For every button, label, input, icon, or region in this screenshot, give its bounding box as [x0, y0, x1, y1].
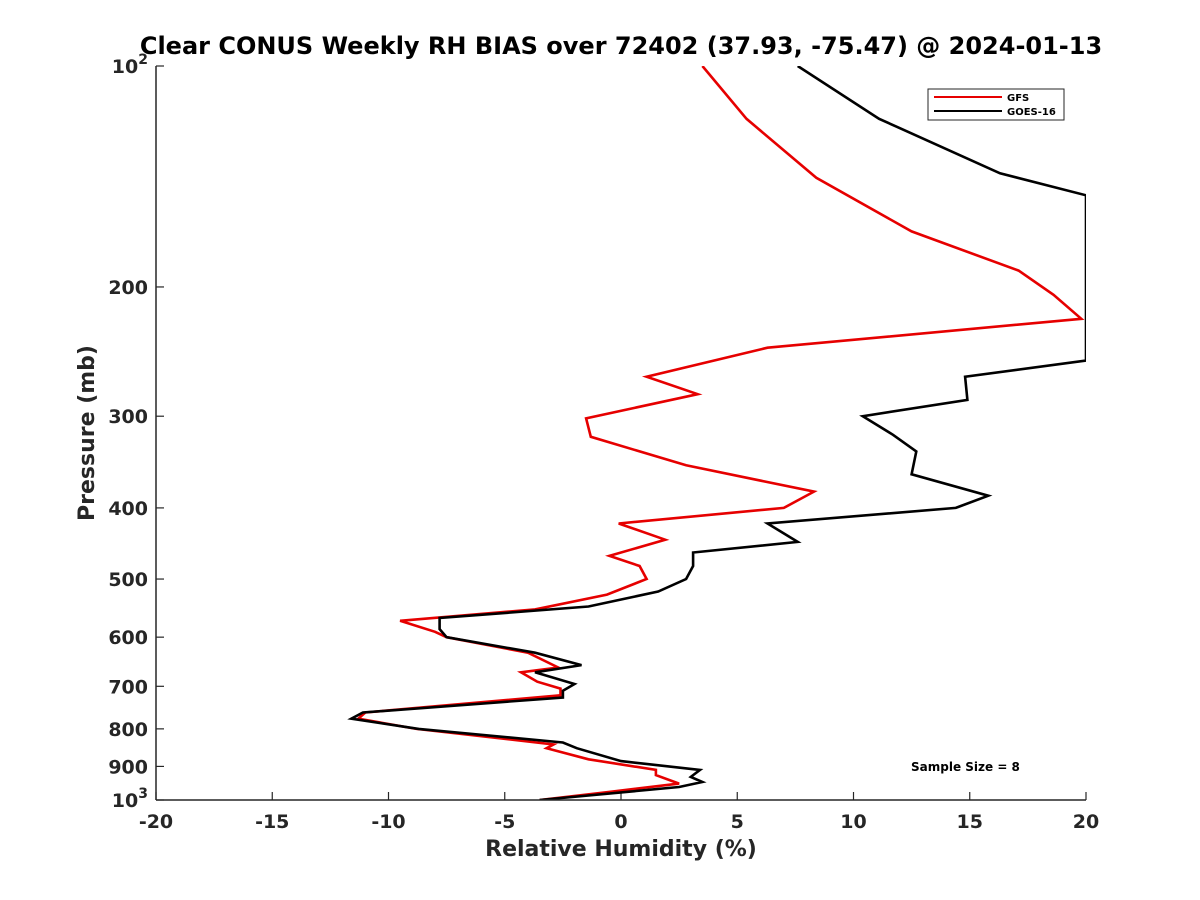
y-axis-label: Pressure (mb) [75, 345, 100, 521]
legend-label-gfs: GFS [1007, 93, 1029, 104]
sample-size-annotation: Sample Size = 8 [911, 760, 1020, 774]
y-tick-label: 600 [108, 627, 148, 649]
x-tick-label: -10 [371, 811, 405, 833]
chart-title: Clear CONUS Weekly RH BIAS over 72402 (3… [140, 32, 1102, 60]
y-tick-label: 102 [112, 52, 148, 78]
y-tick-label: 900 [108, 756, 148, 778]
y-tick-label: 300 [108, 406, 148, 428]
y-tick-label: 200 [108, 277, 148, 299]
x-tick-label: -20 [139, 811, 173, 833]
legend-box [927, 88, 1065, 121]
y-tick-label: 700 [108, 676, 148, 698]
x-tick-label: -15 [255, 811, 289, 833]
x-tick-label: -5 [494, 811, 515, 833]
y-axis-ticks: 102 200 300 400 500 600 700 800 900 103 [108, 52, 164, 812]
y-tick-label: 500 [108, 569, 148, 591]
x-tick-label: 20 [1073, 811, 1099, 833]
plot-area [155, 66, 1086, 801]
series-lines [347, 66, 1086, 800]
series-line-goes16 [347, 66, 1086, 800]
series-line-gfs [355, 66, 1085, 800]
x-tick-label: 5 [731, 811, 744, 833]
x-tick-label: 15 [957, 811, 983, 833]
y-tick-label: 400 [108, 498, 148, 520]
x-axis-label: Relative Humidity (%) [485, 837, 757, 862]
x-axis-ticks: -20 -15 -10 -5 0 5 10 15 20 [139, 792, 1099, 833]
x-tick-label: 0 [614, 811, 627, 833]
y-tick-label: 103 [112, 786, 148, 812]
legend-label-goes16: GOES-16 [1007, 107, 1056, 118]
x-tick-label: 10 [840, 811, 866, 833]
legend: GFS GOES-16 [927, 88, 1065, 121]
y-tick-label: 800 [108, 719, 148, 741]
